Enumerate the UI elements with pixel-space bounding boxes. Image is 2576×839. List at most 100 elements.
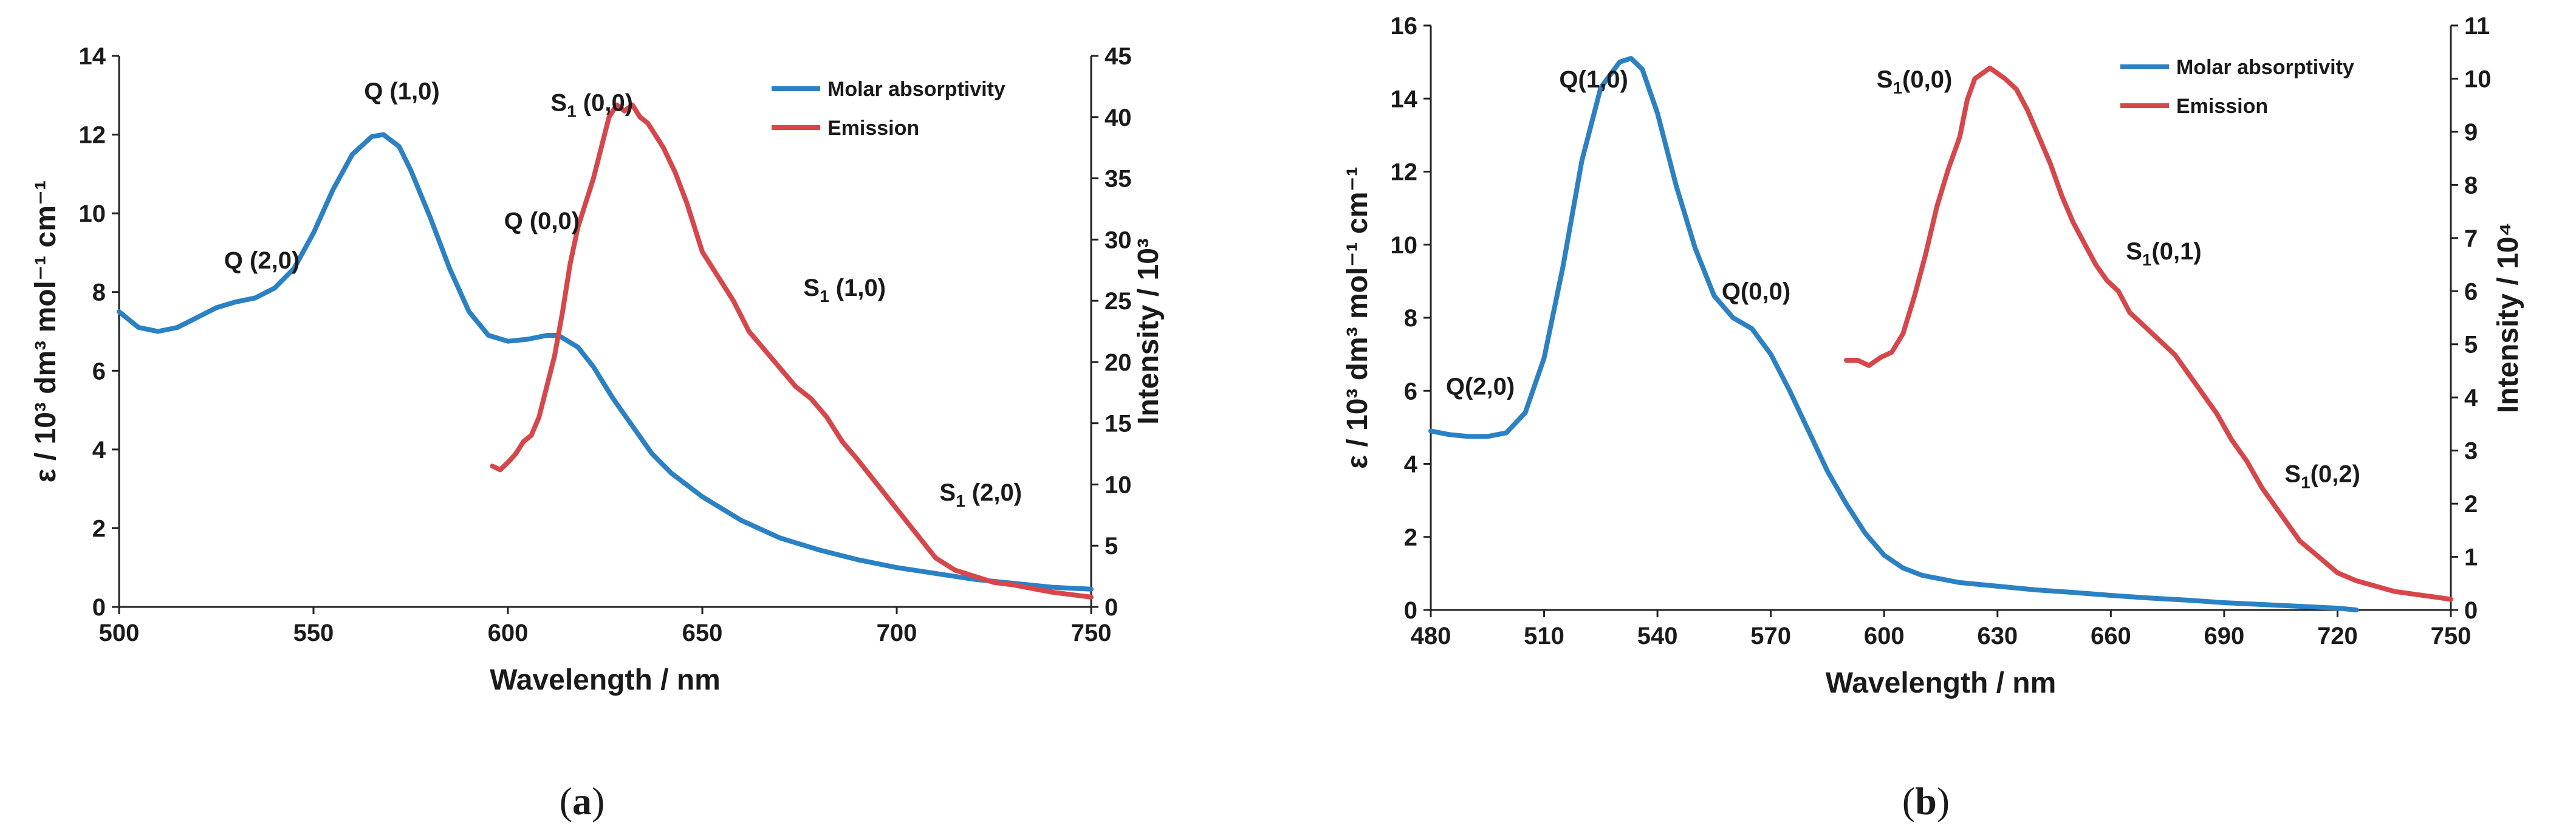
- right-y-tick-label: 11: [2464, 13, 2490, 39]
- panel-label: (b): [1902, 779, 1950, 823]
- right-y-tick-label: 0: [1105, 594, 1118, 621]
- left-y-tick-label: 6: [1404, 378, 1417, 405]
- left-y-tick-label: 4: [92, 437, 106, 464]
- legend-label: Emission: [827, 117, 919, 140]
- right-y-tick-label: 4: [2464, 385, 2478, 411]
- panel-b: 480 510 540 570 600 630 660 690 720 7500246810121…: [1341, 13, 2524, 823]
- x-tick-label: 690: [2204, 623, 2245, 649]
- x-tick-label: 630: [1977, 623, 2018, 649]
- peak-annotation: S1 (2,0): [939, 479, 1022, 510]
- x-tick-label: 600: [488, 620, 529, 646]
- annotation-main: S: [939, 479, 956, 506]
- annotation-subscript: 1: [2142, 250, 2152, 269]
- left-y-tick-label: 6: [92, 358, 106, 385]
- annotation-main: S: [1877, 66, 1893, 93]
- x-tick-label: 510: [1524, 623, 1564, 649]
- legend-label: Molar absorptivity: [2176, 56, 2354, 79]
- right-y-tick-label: 5: [2464, 332, 2478, 358]
- right-y-tick-label: 6: [2464, 278, 2478, 305]
- x-tick-label: 750: [2431, 623, 2472, 649]
- annotation-main: S: [803, 275, 820, 301]
- absorptivity-series-line: [1428, 56, 2359, 612]
- right-y-tick-label: 25: [1105, 288, 1132, 315]
- right-y-tick-label: 0: [2464, 597, 2478, 624]
- right-y-tick-label: 20: [1105, 349, 1132, 376]
- emission-series-line: [1844, 66, 2453, 602]
- left-y-tick-label: 12: [79, 122, 106, 149]
- absorptivity-series-line: [117, 132, 1094, 592]
- left-y-axis-title: ε / 10³ dm³ mol⁻¹ cm⁻¹: [30, 180, 62, 483]
- left-y-tick-label: 16: [1391, 13, 1418, 39]
- x-tick-label: 600: [1864, 623, 1905, 649]
- right-y-tick-label: 35: [1105, 166, 1132, 193]
- right-y-tick-label: 1: [2464, 544, 2478, 571]
- emission-series-line: [490, 102, 1094, 600]
- peak-annotation: Q(2,0): [1446, 373, 1515, 400]
- left-y-axis-title: ε / 10³ dm³ mol⁻¹ cm⁻¹: [1341, 166, 1374, 469]
- right-y-tick-label: 30: [1105, 227, 1132, 253]
- panel-label-open-paren: (: [1902, 779, 1915, 823]
- annotation-subscript: 1: [1893, 78, 1902, 97]
- right-y-tick-label: 8: [2464, 172, 2478, 199]
- annotation-subscript: 1: [820, 287, 829, 306]
- annotation-rest: (2,0): [965, 479, 1022, 506]
- x-axis-title: Wavelength / nm: [490, 664, 721, 696]
- annotation-main: S: [2126, 238, 2142, 265]
- right-y-tick-label: 10: [2464, 66, 2492, 92]
- annotation-rest: (1,0): [829, 275, 886, 301]
- right-y-tick-label: 45: [1105, 43, 1132, 70]
- panel-label: (a): [560, 779, 605, 823]
- peak-annotation: S1 (1,0): [803, 275, 886, 306]
- left-y-tick-label: 8: [92, 279, 106, 306]
- annotation-subscript: 1: [567, 102, 577, 121]
- legend-label: Emission: [2176, 95, 2268, 118]
- x-tick-label: 550: [293, 620, 334, 646]
- peak-annotation: Q (2,0): [224, 247, 300, 274]
- legend-label: Molar absorptivity: [827, 78, 1005, 101]
- right-y-axis-title: Intensity / 10³: [1132, 238, 1165, 425]
- panel-label-close-paren: ): [592, 779, 605, 823]
- annotation-subscript: 1: [956, 491, 965, 510]
- right-y-tick-label: 2: [2464, 491, 2478, 518]
- peak-annotation: Q(0,0): [1722, 278, 1790, 305]
- peak-annotation: S1(0,1): [2126, 238, 2202, 269]
- left-y-tick-label: 0: [92, 594, 106, 621]
- panel-label-letter: b: [1915, 779, 1937, 823]
- annotation-subscript: 1: [2301, 473, 2311, 492]
- peak-annotation: S1(0,2): [2284, 461, 2360, 492]
- left-y-tick-label: 4: [1404, 451, 1418, 478]
- panel-label-close-paren: ): [1937, 779, 1950, 823]
- right-y-tick-label: 5: [1105, 533, 1118, 560]
- x-tick-label: 500: [99, 620, 140, 646]
- right-y-tick-label: 3: [2464, 438, 2478, 465]
- left-y-tick-label: 8: [1404, 305, 1417, 332]
- peak-annotation: Q (1,0): [364, 78, 439, 104]
- right-y-tick-label: 15: [1105, 411, 1132, 437]
- right-y-axis-title: Intensity / 10⁴: [2492, 222, 2524, 414]
- right-y-tick-label: 9: [2464, 119, 2478, 146]
- left-y-tick-label: 2: [92, 515, 106, 542]
- annotation-rest: (0,0): [1902, 66, 1952, 93]
- right-y-tick-label: 10: [1105, 471, 1132, 498]
- panel-a: 500 550 600 650 700 7500246810121405101520253…: [30, 43, 1165, 823]
- x-tick-label: 650: [682, 620, 723, 646]
- x-tick-label: 660: [2091, 623, 2131, 649]
- peak-annotation: Q(1,0): [1559, 66, 1628, 93]
- x-tick-label: 480: [1411, 623, 1451, 649]
- x-axis-title: Wavelength / nm: [1826, 667, 2057, 699]
- panel-label-letter: a: [572, 779, 592, 823]
- x-tick-label: 700: [877, 620, 917, 646]
- left-y-tick-label: 14: [79, 43, 106, 70]
- peak-annotation: Q (0,0): [504, 208, 580, 235]
- annotation-rest: (0,2): [2311, 461, 2360, 488]
- x-tick-label: 540: [1637, 623, 1678, 649]
- panel-label-open-paren: (: [560, 779, 572, 823]
- x-tick-label: 720: [2317, 623, 2358, 649]
- annotation-main: S: [550, 90, 567, 117]
- left-y-tick-label: 10: [1391, 232, 1418, 259]
- right-y-tick-label: 40: [1105, 104, 1132, 131]
- left-y-tick-label: 0: [1404, 597, 1417, 624]
- right-y-tick-label: 7: [2464, 225, 2478, 252]
- annotation-rest: (0,1): [2151, 238, 2201, 265]
